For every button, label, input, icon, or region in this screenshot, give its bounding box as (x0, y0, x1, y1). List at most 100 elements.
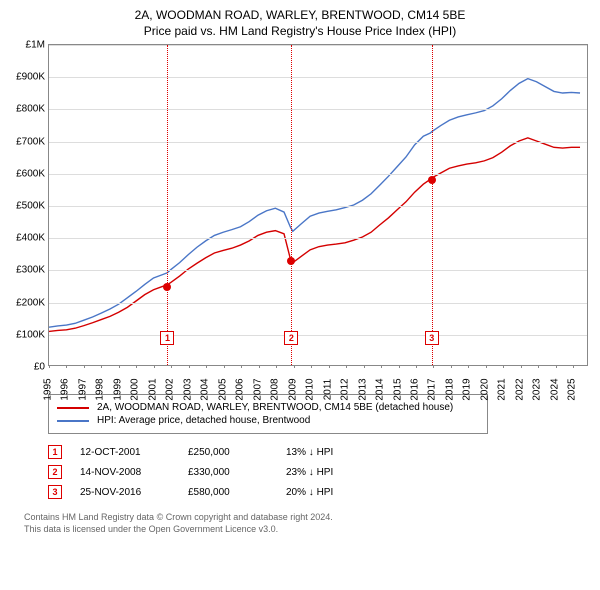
y-axis-label: £800K (16, 104, 45, 115)
legend-row: HPI: Average price, detached house, Bren… (57, 414, 479, 427)
x-tick (49, 365, 50, 368)
gridline-h (49, 238, 587, 239)
transaction-diff: 23% ↓ HPI (286, 467, 386, 478)
x-axis-label: 2008 (270, 378, 281, 400)
transaction-diff: 20% ↓ HPI (286, 487, 386, 498)
x-axis-label: 2007 (252, 378, 263, 400)
x-tick (538, 365, 539, 368)
x-tick (119, 365, 120, 368)
gridline-h (49, 77, 587, 78)
x-tick (276, 365, 277, 368)
chart-area: £0£100K£200K£300K£400K£500K£600K£700K£80… (48, 44, 582, 384)
x-tick (364, 365, 365, 368)
transaction-date: 25-NOV-2016 (80, 487, 170, 498)
x-tick (171, 365, 172, 368)
legend-label: 2A, WOODMAN ROAD, WARLEY, BRENTWOOD, CM1… (97, 402, 453, 413)
gridline-h (49, 270, 587, 271)
marker-line (167, 45, 168, 365)
x-axis-label: 2018 (444, 378, 455, 400)
transaction-price: £330,000 (188, 467, 268, 478)
x-tick (66, 365, 67, 368)
x-axis-label: 2009 (287, 378, 298, 400)
x-tick (294, 365, 295, 368)
x-axis-label: 2025 (567, 378, 578, 400)
chart-title-block: 2A, WOODMAN ROAD, WARLEY, BRENTWOOD, CM1… (12, 8, 588, 38)
gridline-h (49, 174, 587, 175)
y-axis-label: £300K (16, 265, 45, 276)
x-axis-label: 2005 (217, 378, 228, 400)
x-tick (189, 365, 190, 368)
transaction-marker: 2 (48, 465, 62, 479)
x-tick (224, 365, 225, 368)
x-axis-label: 1997 (77, 378, 88, 400)
y-axis-label: £600K (16, 168, 45, 179)
x-axis-label: 2023 (532, 378, 543, 400)
x-axis-label: 2019 (462, 378, 473, 400)
x-tick (84, 365, 85, 368)
y-axis-label: £1M (26, 40, 45, 51)
transaction-marker: 3 (48, 485, 62, 499)
x-axis-label: 2017 (427, 378, 438, 400)
x-axis-label: 2010 (305, 378, 316, 400)
x-tick (486, 365, 487, 368)
y-axis-label: £500K (16, 201, 45, 212)
x-axis-label: 2004 (200, 378, 211, 400)
gridline-h (49, 45, 587, 46)
marker-line (432, 45, 433, 365)
x-tick (381, 365, 382, 368)
x-tick (573, 365, 574, 368)
x-tick (399, 365, 400, 368)
x-tick (154, 365, 155, 368)
legend-swatch (57, 420, 89, 422)
transaction-row: 2 14-NOV-2008 £330,000 23% ↓ HPI (48, 462, 588, 482)
x-tick (136, 365, 137, 368)
plot-region: £0£100K£200K£300K£400K£500K£600K£700K£80… (48, 44, 588, 366)
y-axis-label: £100K (16, 329, 45, 340)
x-axis-label: 2006 (235, 378, 246, 400)
legend-swatch (57, 407, 89, 409)
y-axis-label: £900K (16, 72, 45, 83)
x-axis-label: 2001 (147, 378, 158, 400)
marker-dot (428, 176, 436, 184)
x-tick (521, 365, 522, 368)
x-axis-label: 2015 (392, 378, 403, 400)
marker-dot (163, 283, 171, 291)
transaction-price: £250,000 (188, 447, 268, 458)
chart-title: 2A, WOODMAN ROAD, WARLEY, BRENTWOOD, CM1… (12, 8, 588, 22)
marker-box: 1 (160, 331, 174, 345)
chart-lines-svg (49, 45, 587, 365)
gridline-h (49, 303, 587, 304)
x-tick (311, 365, 312, 368)
transaction-date: 14-NOV-2008 (80, 467, 170, 478)
x-tick (503, 365, 504, 368)
x-axis-label: 2011 (322, 379, 333, 401)
x-axis-label: 2020 (479, 378, 490, 400)
x-tick (206, 365, 207, 368)
marker-box: 2 (284, 331, 298, 345)
transaction-row: 325-NOV-2016£580,00020% ↓ HPI (48, 482, 588, 502)
x-axis-label: 2022 (514, 378, 525, 400)
footer-line1: Contains HM Land Registry data © Crown c… (24, 512, 588, 524)
x-tick (101, 365, 102, 368)
transaction-row: 112-OCT-2001£250,00013% ↓ HPI (48, 442, 588, 462)
gridline-h (49, 335, 587, 336)
footer-line2: This data is licensed under the Open Gov… (24, 524, 588, 536)
y-axis-label: £0 (34, 362, 45, 373)
x-tick (416, 365, 417, 368)
x-tick (433, 365, 434, 368)
x-axis-label: 1996 (60, 378, 71, 400)
x-tick (259, 365, 260, 368)
footer-attribution: Contains HM Land Registry data © Crown c… (24, 512, 588, 535)
x-axis-label: 1999 (112, 378, 123, 400)
gridline-h (49, 142, 587, 143)
legend-label: HPI: Average price, detached house, Bren… (97, 415, 310, 426)
x-axis-label: 2014 (375, 378, 386, 400)
y-axis-label: £400K (16, 233, 45, 244)
x-axis-label: 2024 (549, 378, 560, 400)
x-tick (346, 365, 347, 368)
series-line-hpi (49, 79, 580, 328)
y-axis-label: £700K (16, 136, 45, 147)
x-tick (468, 365, 469, 368)
x-axis-label: 1995 (43, 378, 54, 400)
x-axis-label: 2016 (409, 378, 420, 400)
